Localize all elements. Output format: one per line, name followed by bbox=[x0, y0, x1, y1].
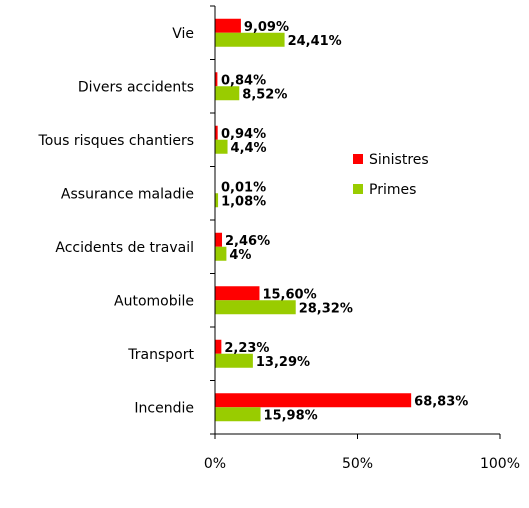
bar-primes bbox=[215, 32, 285, 47]
bar-sinistres bbox=[215, 72, 218, 87]
bar-sinistres bbox=[215, 339, 222, 354]
data-label: 4,4% bbox=[231, 141, 267, 156]
bar-primes bbox=[215, 246, 227, 261]
category-label: Transport bbox=[127, 347, 194, 363]
data-label: 8,52% bbox=[242, 87, 287, 102]
category-label: Automobile bbox=[114, 293, 194, 309]
bar-primes bbox=[215, 407, 261, 422]
bar-sinistres bbox=[215, 232, 223, 247]
data-label: 1,08% bbox=[221, 194, 266, 209]
data-label: 28,32% bbox=[299, 301, 353, 316]
data-label: 15,98% bbox=[264, 408, 318, 423]
legend-label: Primes bbox=[369, 182, 416, 198]
bar-primes bbox=[215, 139, 228, 154]
bar-primes bbox=[215, 193, 219, 208]
data-label: 24,41% bbox=[288, 34, 342, 49]
legend-swatch-primes bbox=[353, 184, 363, 194]
data-label: 0,84% bbox=[221, 73, 266, 88]
category-label: Divers accidents bbox=[78, 79, 194, 95]
data-label: 0,01% bbox=[221, 180, 266, 195]
bar-sinistres bbox=[215, 125, 218, 140]
bar-primes bbox=[215, 300, 296, 315]
legend: Sinistres Primes bbox=[353, 152, 429, 198]
bars-layer bbox=[215, 18, 412, 422]
x-tick-label: 100% bbox=[480, 456, 520, 472]
data-label: 9,09% bbox=[244, 20, 289, 35]
category-label: Vie bbox=[172, 26, 194, 42]
category-label: Incendie bbox=[134, 400, 194, 416]
data-label: 13,29% bbox=[256, 355, 310, 370]
legend-swatch-sinistres bbox=[353, 154, 363, 164]
legend-label: Sinistres bbox=[369, 152, 429, 168]
x-tick-label: 0% bbox=[204, 456, 226, 472]
category-labels-layer: Vie Divers accidents Tous risques chantier… bbox=[38, 26, 195, 417]
bar-sinistres bbox=[215, 18, 241, 33]
x-tick-label: 50% bbox=[342, 456, 373, 472]
bar-sinistres bbox=[215, 286, 260, 301]
value-labels-layer: 9,09%24,41% 0,84%8,52% 0,94%4,4% 0,01%1,08%… bbox=[221, 20, 468, 424]
data-label: 15,60% bbox=[262, 287, 316, 302]
category-label: Tous risques chantiers bbox=[38, 133, 194, 149]
bar-sinistres bbox=[215, 393, 412, 408]
data-label: 4% bbox=[229, 248, 251, 263]
axes-layer: 0% 50% 100% bbox=[204, 5, 520, 472]
data-label: 68,83% bbox=[414, 394, 468, 409]
category-label: Assurance maladie bbox=[61, 186, 194, 202]
data-label: 2,23% bbox=[224, 341, 269, 356]
data-label: 0,94% bbox=[221, 127, 266, 142]
category-label: Accidents de travail bbox=[55, 240, 194, 256]
bar-primes bbox=[215, 86, 240, 101]
data-label: 2,46% bbox=[225, 234, 270, 249]
bar-primes bbox=[215, 353, 253, 368]
